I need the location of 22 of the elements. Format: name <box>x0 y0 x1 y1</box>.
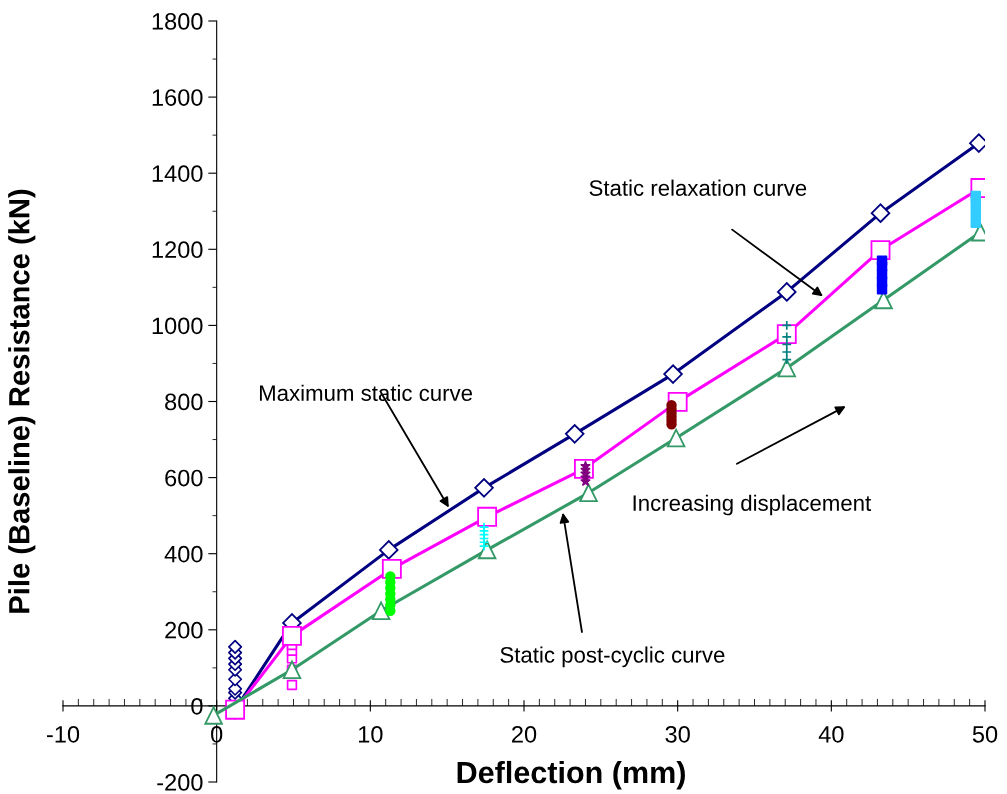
annotation: Static post-cyclic curve <box>500 646 725 668</box>
y-tick-label: 1800 <box>152 13 203 30</box>
y-axis-title: Pile (Baseline) Resistance (kN) <box>8 189 36 613</box>
y-tick-label: 400 <box>164 545 203 563</box>
x-axis-title: Deflection (mm) <box>457 760 685 790</box>
annotation: Increasing displacement <box>633 494 872 516</box>
x-tick-label: 20 <box>512 725 537 743</box>
y-tick-label: 1200 <box>152 241 203 259</box>
y-tick-label: 600 <box>165 469 203 487</box>
annotation: Static relaxation curve <box>589 179 807 196</box>
y-tick-label: 1400 <box>152 165 203 182</box>
y-tick-label: 1000 <box>152 317 203 335</box>
x-tick-label: 40 <box>818 725 844 743</box>
y-tick-label: 800 <box>165 393 203 411</box>
y-tick-label: 1600 <box>152 89 203 106</box>
x-tick-label: 30 <box>665 725 690 743</box>
annotation: Maximum static curve <box>259 384 473 401</box>
y-tick-label: -200 <box>157 774 203 791</box>
x-tick-label: 50 <box>972 725 998 743</box>
y-tick-label: 200 <box>165 621 203 639</box>
x-tick-label: -10 <box>46 725 80 743</box>
x-tick-label: 10 <box>359 725 383 743</box>
